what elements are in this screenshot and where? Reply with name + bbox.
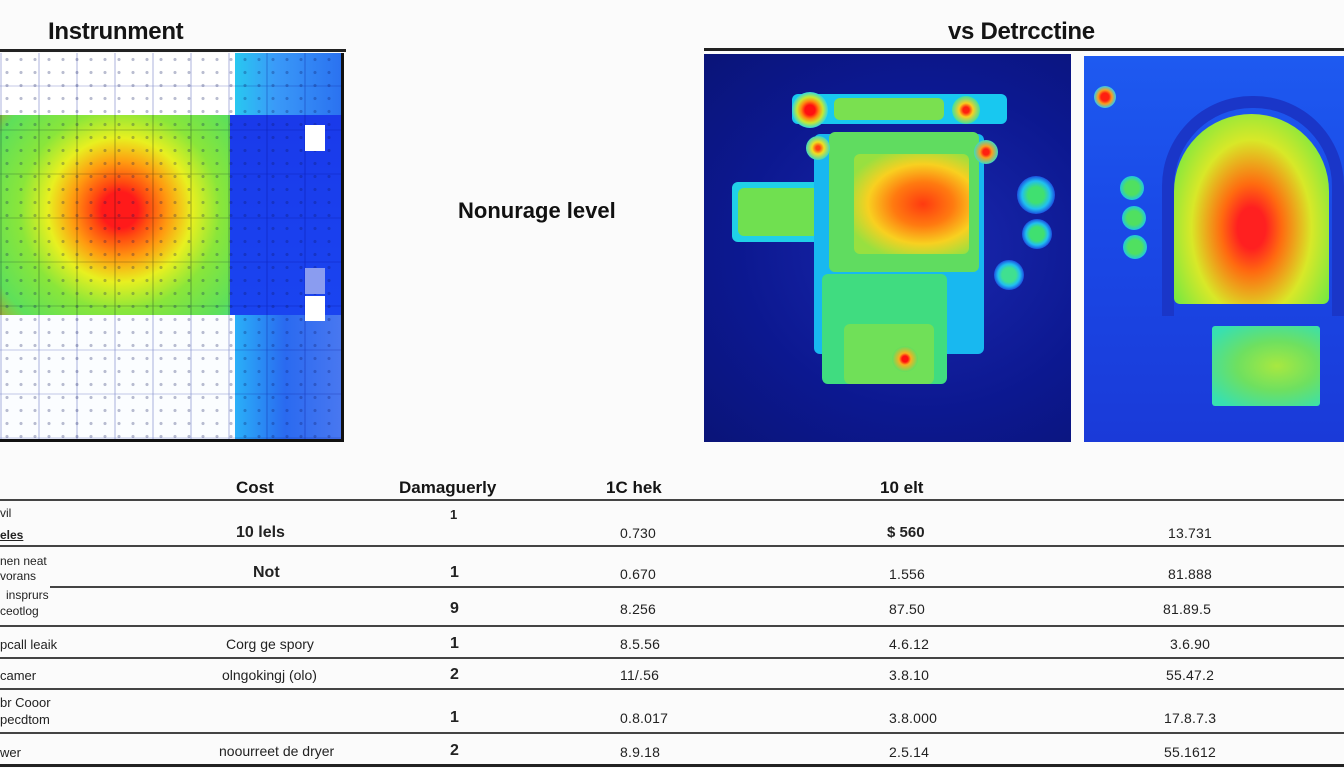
row-label-top: insprurs	[6, 588, 49, 602]
cell-cost: Corg ge spory	[226, 636, 314, 652]
thermal-heatmap-middle	[704, 54, 1071, 442]
row-label-top: nen neat	[0, 554, 47, 568]
cell-1c-hek: 11/.56	[620, 667, 660, 683]
cell-damage: 9	[450, 600, 459, 617]
cell-last: 55.1612	[1164, 744, 1217, 760]
cell-cost: olngokingj (olo)	[222, 667, 317, 683]
cell-1c-hek: 0.670	[620, 566, 657, 582]
cell-damage: 1	[450, 507, 458, 522]
cell-last: 55.47.2	[1166, 667, 1215, 683]
right-title-rule	[704, 48, 1344, 51]
row-divider	[50, 586, 1344, 588]
cell-1c-hek: 0.730	[620, 525, 657, 541]
cell-10-elt: 3.8.000	[889, 710, 938, 726]
row-divider	[0, 625, 1344, 627]
cell-10-elt: 2.5.14	[889, 744, 930, 760]
cell-damage: 2	[450, 742, 459, 759]
cell-10-elt: 3.8.10	[889, 667, 930, 683]
row-divider	[0, 657, 1344, 659]
cell-cost: Not	[253, 564, 280, 581]
cell-last: 17.8.7.3	[1164, 710, 1217, 726]
cell-10-elt: 1.556	[889, 566, 926, 582]
cell-damage: 1	[450, 564, 459, 581]
row-divider	[0, 545, 1344, 547]
col-header-damage: Damaguerly	[399, 478, 497, 497]
thermal-heatmap-right	[1084, 56, 1344, 442]
cell-10-elt: $ 560	[887, 524, 925, 541]
cell-damage: 1	[450, 709, 459, 726]
row-label-top: camer	[0, 668, 37, 683]
table-bottom-rule	[0, 764, 1344, 767]
row-label-bottom: eles	[0, 528, 24, 542]
cell-last: 81.89.5	[1163, 601, 1212, 617]
cell-1c-hek: 8.5.56	[620, 636, 661, 652]
cell-damage: 2	[450, 666, 459, 683]
cell-last: 3.6.90	[1170, 636, 1211, 652]
left-title-rule	[0, 49, 346, 52]
cell-10-elt: 87.50	[889, 601, 926, 617]
row-label-top: br Cooor	[0, 695, 51, 710]
cell-1c-hek: 0.8.017	[620, 710, 669, 726]
cell-last: 81.888	[1168, 566, 1213, 582]
row-label-top: pcall leaik	[0, 637, 58, 652]
center-caption: Nonurage level	[458, 198, 616, 223]
col-header-cost: Cost	[236, 478, 274, 497]
cell-cost: 10 lels	[236, 524, 285, 541]
row-label-bottom: ceotlog	[0, 604, 39, 618]
row-divider	[0, 732, 1344, 734]
cell-last: 13.731	[1168, 525, 1213, 541]
cell-damage: 1	[450, 635, 459, 652]
row-label-bottom: pecdtom	[0, 712, 50, 727]
col-header-1c-hek: 1C hek	[606, 478, 662, 497]
row-label-top: vil	[0, 506, 12, 520]
header-divider	[0, 499, 1344, 501]
cell-1c-hek: 8.9.18	[620, 744, 661, 760]
cell-10-elt: 4.6.12	[889, 636, 930, 652]
right-panel-title: vs Detrcctine	[948, 18, 1095, 45]
cell-cost: noourreet de dryer	[219, 743, 335, 759]
col-header-10-elt: 10 elt	[880, 478, 924, 497]
left-panel-title: Instrunment	[48, 18, 184, 45]
row-label-bottom: vorans	[0, 569, 37, 583]
row-divider	[0, 688, 1344, 690]
floorplan-heatmap-left	[0, 53, 344, 442]
cell-1c-hek: 8.256	[620, 601, 657, 617]
row-label-top: wer	[0, 745, 21, 760]
